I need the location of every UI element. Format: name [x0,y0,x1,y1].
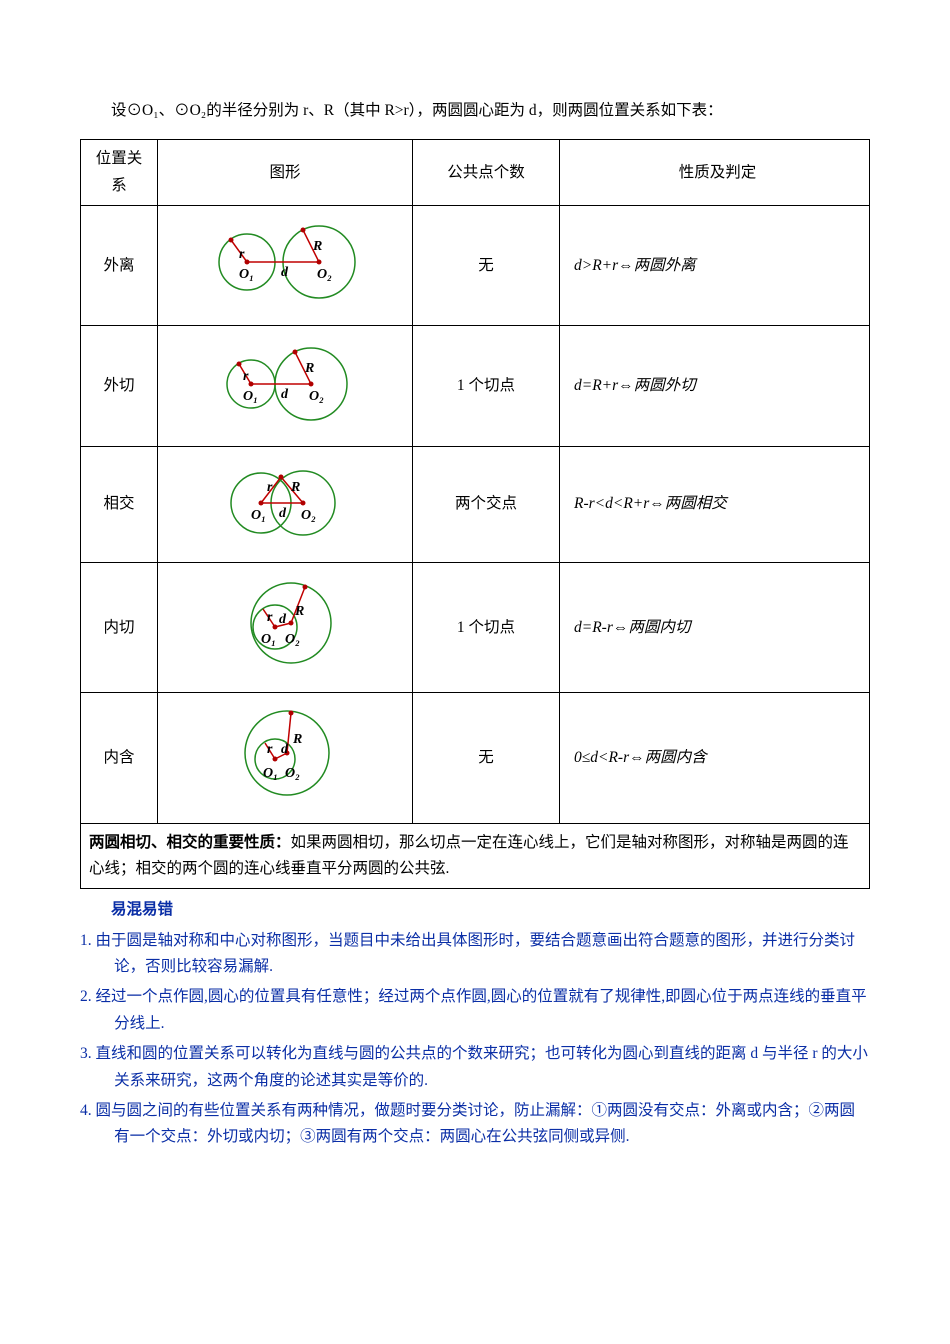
row-diagram: r R d O₁ O₂ [158,563,413,693]
list-item: 4. 圆与圆之间的有些位置关系有两种情况，做题时要分类讨论，防止漏解：①两圆没有… [80,1098,870,1151]
row-criterion: 0≤d<R-r⇔两圆内含 [560,693,870,823]
diagram-separate: r R d O₁ O₂ [195,216,375,306]
relationship-table: 位置关系 图形 公共点个数 性质及判定 外离 [80,139,870,889]
row-points: 两个交点 [413,446,560,562]
row-points: 1 个切点 [413,326,560,446]
list-item: 1. 由于圆是轴对称和中心对称图形，当题目中未给出具体图形时，要结合题意画出符合… [80,928,870,981]
svg-text:r: r [267,742,273,757]
diagram-external-tangent: r R d O₁ O₂ [195,336,375,426]
footer-bold: 两圆相切、相交的重要性质： [89,834,291,851]
svg-text:d: d [279,612,287,627]
notes-list: 1. 由于圆是轴对称和中心对称图形，当题目中未给出具体图形时，要结合题意画出符合… [80,928,870,1151]
table-row: 相交 r R d O₁ [81,446,870,562]
svg-text:O₁: O₁ [251,508,266,523]
svg-text:r: r [267,480,273,495]
svg-text:O₁: O₁ [261,632,276,647]
notes-heading: 易混易错 [80,897,870,923]
diagram-intersect: r R d O₁ O₂ [195,457,375,543]
svg-text:r: r [239,247,245,262]
intro-text: 设⊙O₁、⊙O₂的半径分别为 r、R（其中 R>r），两圆圆心距为 d，则两圆位… [80,98,870,124]
th-figure: 图形 [158,140,413,206]
svg-text:O₂: O₂ [317,267,332,282]
row-name: 相交 [81,446,158,562]
row-criterion: d>R+r⇔两圆外离 [560,206,870,326]
table-row: 内含 r R d O₁ [81,693,870,823]
th-position: 位置关系 [81,140,158,206]
svg-text:O₂: O₂ [285,766,300,781]
diagram-contained: r R d O₁ O₂ [195,703,375,803]
svg-text:R: R [294,604,304,619]
row-name: 外切 [81,326,158,446]
svg-text:O₂: O₂ [301,508,316,523]
svg-text:R: R [312,239,322,254]
row-diagram: r R d O₁ O₂ [158,446,413,562]
svg-text:R: R [304,361,314,376]
svg-text:O₂: O₂ [285,632,300,647]
row-criterion: R-r<d<R+r⇔两圆相交 [560,446,870,562]
row-criterion: d=R-r⇔两圆内切 [560,563,870,693]
diagram-internal-tangent: r R d O₁ O₂ [195,573,375,673]
row-criterion: d=R+r⇔两圆外切 [560,326,870,446]
svg-text:d: d [281,742,289,757]
row-points: 1 个切点 [413,563,560,693]
row-diagram: r R d O₁ O₂ [158,326,413,446]
row-points: 无 [413,693,560,823]
svg-text:d: d [279,506,287,521]
svg-text:R: R [292,732,302,747]
svg-text:d: d [281,387,289,402]
table-row: 内切 r R d O₁ [81,563,870,693]
svg-text:R: R [290,480,300,495]
row-name: 内切 [81,563,158,693]
svg-text:O₁: O₁ [263,766,278,781]
table-row: 外离 r R d [81,206,870,326]
th-criterion: 性质及判定 [560,140,870,206]
table-row: 外切 r R d [81,326,870,446]
row-diagram: r R d O₁ O₂ [158,206,413,326]
svg-text:O₁: O₁ [239,267,254,282]
list-item: 3. 直线和圆的位置关系可以转化为直线与圆的公共点的个数来研究；也可转化为圆心到… [80,1041,870,1094]
svg-text:r: r [267,610,273,625]
row-diagram: r R d O₁ O₂ [158,693,413,823]
svg-text:O₁: O₁ [243,389,258,404]
th-common-points: 公共点个数 [413,140,560,206]
row-points: 无 [413,206,560,326]
svg-text:d: d [281,265,289,280]
table-footer-note: 两圆相切、相交的重要性质：如果两圆相切，那么切点一定在连心线上，它们是轴对称图形… [81,823,870,889]
list-item: 2. 经过一个点作圆,圆心的位置具有任意性；经过两个点作圆,圆心的位置就有了规律… [80,984,870,1037]
svg-text:O₂: O₂ [309,389,324,404]
row-name: 外离 [81,206,158,326]
svg-text:r: r [243,369,249,384]
row-name: 内含 [81,693,158,823]
